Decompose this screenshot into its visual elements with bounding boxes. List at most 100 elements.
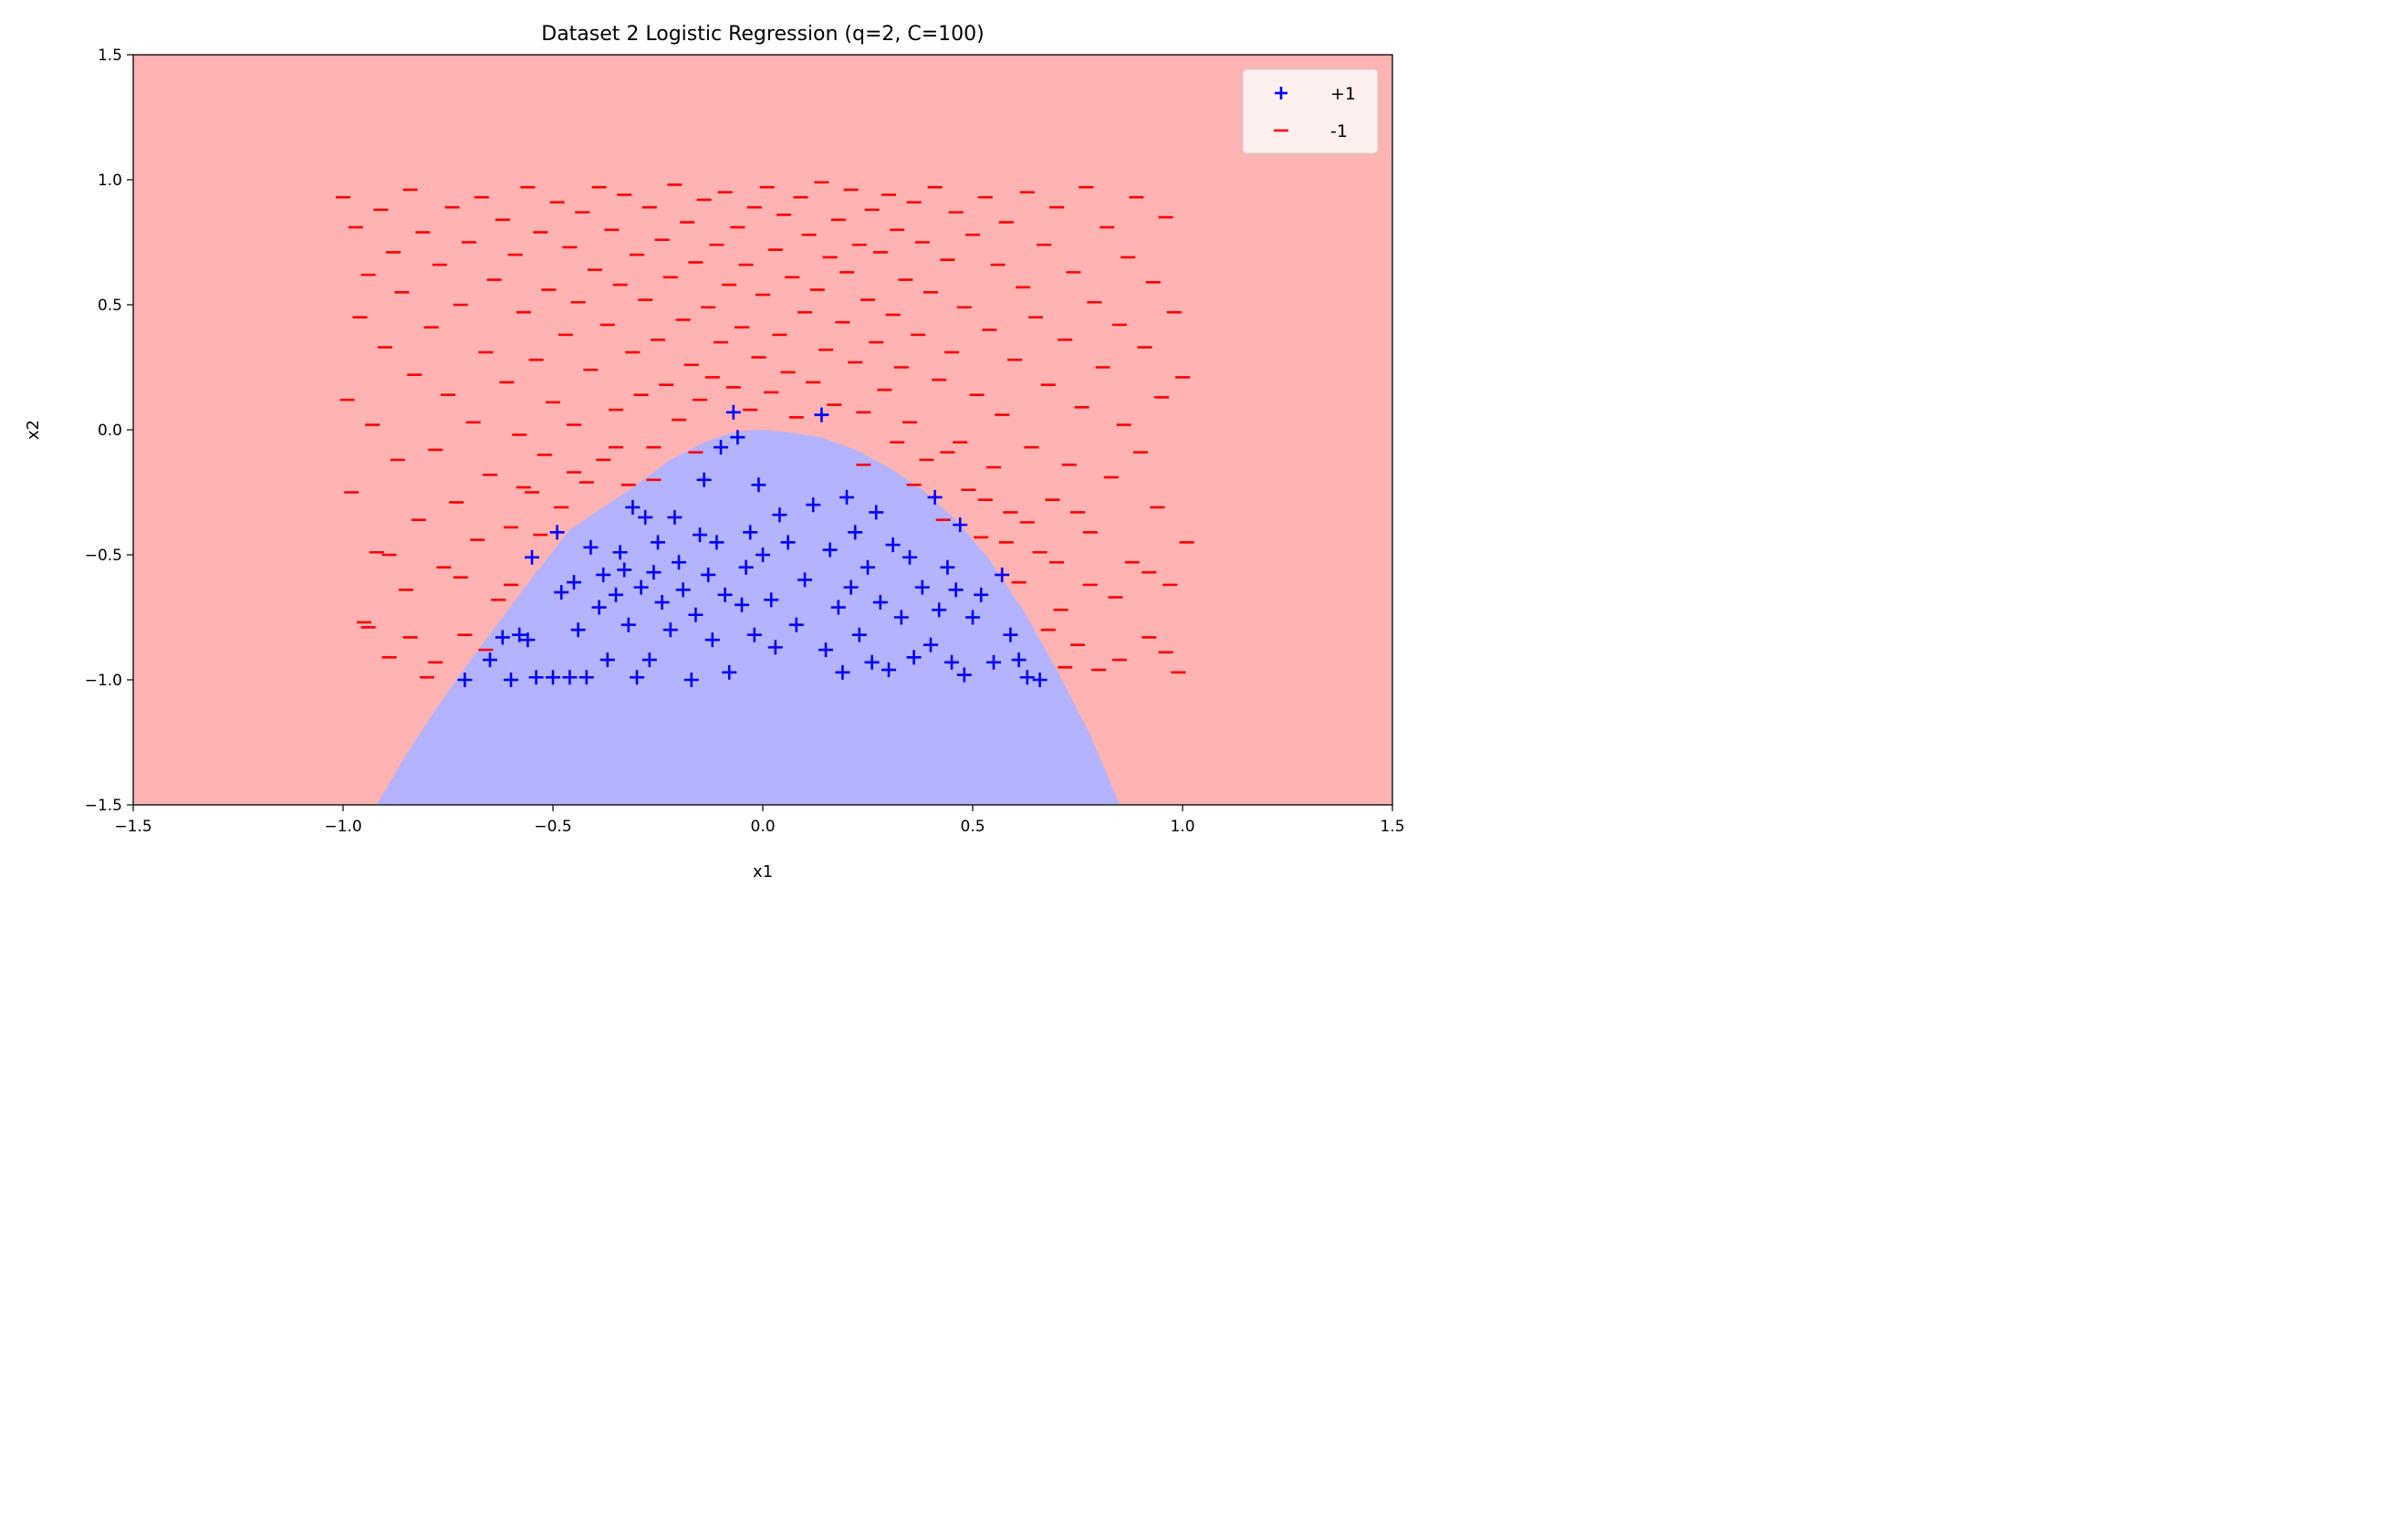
positive-region	[376, 430, 1120, 805]
plus-marker	[520, 632, 536, 648]
plus-marker	[633, 579, 649, 595]
plus-marker	[767, 640, 783, 655]
plus-marker	[609, 587, 623, 602]
plus-marker	[725, 404, 741, 420]
plus-marker	[995, 567, 1010, 582]
plus-marker	[591, 600, 607, 615]
x-tick-label: 0.5	[960, 818, 985, 836]
plus-marker	[848, 525, 863, 540]
plus-marker	[756, 548, 770, 562]
x-tick-label: 0.0	[750, 818, 775, 836]
plus-marker	[579, 670, 594, 685]
plus-marker	[751, 477, 766, 493]
plus-marker	[483, 652, 497, 668]
plus-marker	[788, 617, 804, 632]
plus-marker	[562, 670, 578, 685]
plus-marker	[743, 525, 758, 540]
plus-marker	[746, 627, 762, 642]
plus-marker	[704, 632, 720, 648]
plus-marker	[495, 630, 510, 645]
plus-marker	[701, 567, 716, 582]
plus-marker	[806, 497, 821, 513]
plus-marker	[683, 673, 699, 687]
plus-marker	[512, 627, 527, 642]
plus-marker	[654, 595, 670, 610]
plus-marker	[735, 597, 749, 612]
plus-marker	[940, 559, 955, 575]
plus-marker	[814, 407, 829, 423]
plus-marker	[617, 562, 632, 578]
plus-marker	[1032, 673, 1048, 687]
plus-marker	[738, 559, 754, 575]
plus-marker	[885, 537, 901, 553]
plus-marker	[864, 654, 880, 670]
plus-marker	[525, 549, 539, 565]
plus-marker	[567, 575, 581, 590]
y-tick-label: 1.5	[98, 47, 122, 65]
plus-marker	[772, 507, 787, 523]
plus-marker	[780, 535, 796, 550]
x-tick-label: 1.5	[1380, 818, 1404, 836]
plus-marker	[546, 670, 560, 685]
legend-box	[1242, 68, 1379, 154]
plus-marker	[974, 587, 989, 602]
plus-marker	[722, 664, 737, 680]
plus-marker	[641, 652, 657, 668]
plus-marker	[504, 673, 518, 687]
plus-marker	[953, 517, 968, 533]
plus-marker	[923, 637, 938, 652]
plus-marker	[688, 607, 704, 622]
plus-marker	[646, 565, 662, 580]
plus-marker	[693, 527, 707, 543]
plus-marker	[672, 555, 686, 570]
plus-marker	[1003, 627, 1018, 642]
x-tick-label: −1.0	[324, 818, 361, 836]
plus-marker	[554, 585, 569, 600]
plus-marker	[818, 642, 833, 658]
legend: +1 -1	[1242, 68, 1379, 154]
plus-marker	[906, 650, 922, 665]
plus-marker	[869, 505, 884, 520]
plus-marker	[675, 582, 691, 598]
plus-marker	[839, 489, 854, 505]
y-tick-label: −1.0	[85, 672, 122, 690]
x-axis-ticks: −1.5 −1.0 −0.5 0.0 0.5 1.0 1.5	[114, 805, 1405, 836]
plus-marker	[1011, 652, 1027, 668]
plus-marker	[881, 663, 896, 678]
plus-marker	[932, 602, 947, 618]
plus-marker	[764, 592, 779, 608]
plus-marker	[797, 572, 812, 588]
plus-marker	[851, 627, 867, 642]
plus-marker	[717, 587, 733, 602]
y-tick-label: −1.5	[85, 797, 122, 815]
plus-marker	[948, 582, 964, 598]
plus-marker	[986, 654, 1001, 670]
y-tick-label: 1.0	[98, 172, 122, 190]
plus-marker	[625, 499, 641, 515]
plus-marker	[730, 430, 745, 445]
plus-marker	[822, 542, 838, 558]
plus-marker	[914, 579, 930, 595]
plus-marker	[860, 559, 875, 575]
chart: Dataset 2 Logistic Regression (q=2, C=10…	[24, 23, 1405, 882]
plus-marker	[667, 509, 683, 525]
plus-marker	[1019, 670, 1035, 685]
x-tick-label: −0.5	[534, 818, 571, 836]
legend-label-positive: +1	[1330, 84, 1356, 104]
plus-marker	[549, 525, 565, 540]
plus-marker	[709, 535, 724, 550]
plus-marker	[843, 579, 859, 595]
legend-label-negative: -1	[1330, 121, 1348, 141]
plus-marker	[835, 664, 850, 680]
plus-marker	[651, 535, 665, 550]
positive-markers	[457, 404, 1048, 687]
plus-marker	[457, 673, 473, 687]
plus-marker	[927, 489, 943, 505]
plus-marker	[902, 549, 917, 565]
plus-marker	[696, 472, 712, 487]
plus-marker	[893, 610, 909, 625]
plus-marker	[872, 595, 888, 610]
plus-marker	[714, 440, 728, 455]
x-tick-label: 1.0	[1170, 818, 1194, 836]
y-tick-label: 0.0	[98, 422, 122, 440]
